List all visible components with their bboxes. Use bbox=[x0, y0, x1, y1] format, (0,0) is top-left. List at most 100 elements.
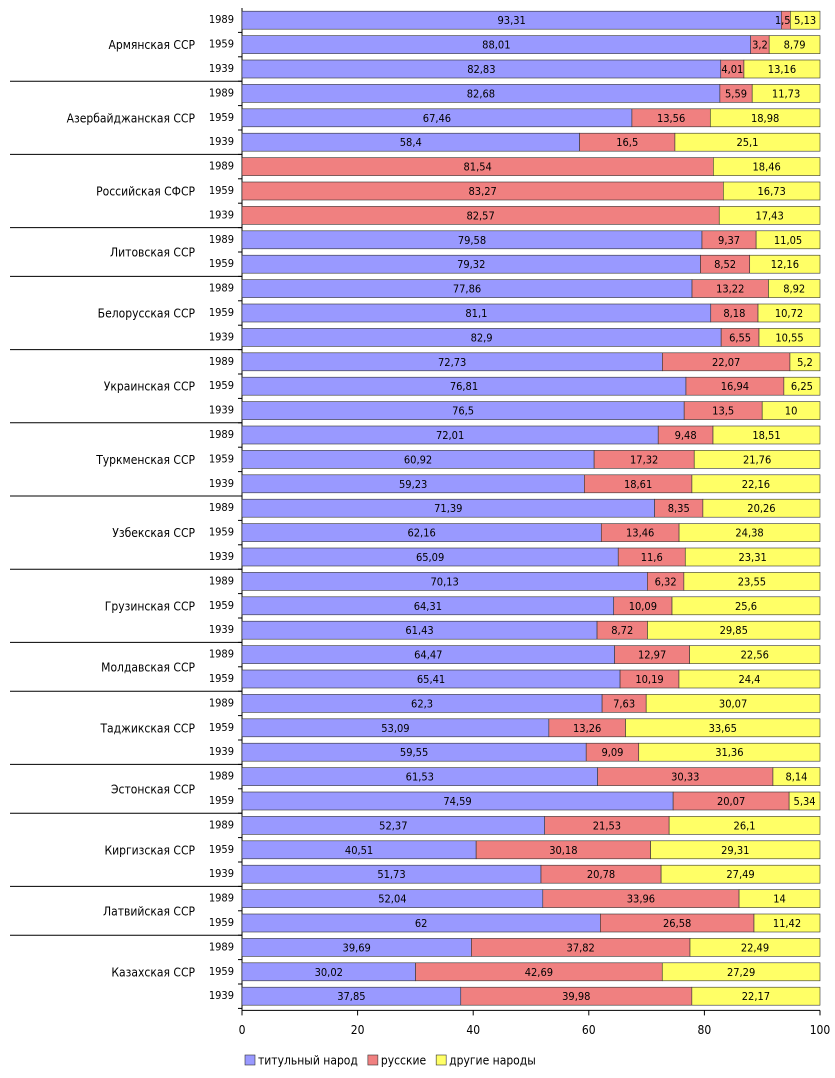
data-label: 8,14 bbox=[785, 771, 807, 784]
x-tick-label: 60 bbox=[582, 1023, 596, 1037]
year-label: 1959 bbox=[209, 794, 234, 807]
year-label: 1959 bbox=[209, 526, 234, 539]
data-label: 22,16 bbox=[742, 478, 770, 491]
year-label: 1989 bbox=[209, 648, 234, 661]
data-label: 9,37 bbox=[718, 234, 740, 247]
year-label: 1939 bbox=[209, 745, 234, 758]
year-label: 1939 bbox=[209, 208, 234, 221]
data-label: 20,78 bbox=[587, 868, 615, 881]
data-label: 42,69 bbox=[525, 966, 553, 979]
group-label: Литовская ССР bbox=[110, 246, 195, 260]
year-label: 1959 bbox=[209, 306, 234, 319]
data-label: 14 bbox=[773, 893, 786, 906]
data-label: 88,01 bbox=[482, 39, 510, 52]
data-label: 8,92 bbox=[783, 283, 805, 296]
year-label: 1959 bbox=[209, 184, 234, 197]
data-label: 81,54 bbox=[463, 161, 491, 174]
bar-segment bbox=[788, 791, 821, 811]
bar-segment bbox=[749, 254, 821, 274]
legend-swatch bbox=[244, 1054, 256, 1066]
data-label: 10,72 bbox=[775, 307, 803, 320]
data-label: 39,98 bbox=[562, 990, 590, 1003]
bar-segment bbox=[678, 669, 821, 689]
year-label: 1959 bbox=[209, 257, 234, 270]
bar-segment bbox=[712, 425, 821, 445]
data-label: 74,59 bbox=[443, 795, 471, 808]
data-label: 83,27 bbox=[468, 185, 496, 198]
bar-segment bbox=[743, 59, 821, 79]
year-label: 1939 bbox=[209, 62, 234, 75]
data-label: 62,3 bbox=[411, 697, 433, 710]
data-label: 21,76 bbox=[743, 453, 771, 466]
data-label: 61,53 bbox=[406, 771, 434, 784]
data-label: 18,51 bbox=[752, 429, 780, 442]
group-label: Таджикская ССР bbox=[99, 721, 195, 735]
data-label: 29,85 bbox=[720, 624, 748, 637]
data-label: 76,5 bbox=[452, 405, 474, 418]
data-label: 8,52 bbox=[714, 258, 736, 271]
year-label: 1939 bbox=[209, 135, 234, 148]
year-label: 1989 bbox=[209, 501, 234, 514]
bar-segment bbox=[718, 206, 821, 225]
data-label: 22,49 bbox=[741, 941, 769, 954]
group-label: Азербайджанская ССР bbox=[67, 111, 196, 125]
legend-label: русские bbox=[381, 1054, 427, 1068]
data-label: 20,07 bbox=[717, 795, 745, 808]
data-label: 18,46 bbox=[752, 161, 780, 174]
data-label: 7,63 bbox=[613, 697, 635, 710]
data-label: 93,31 bbox=[498, 14, 526, 27]
year-label: 1989 bbox=[209, 696, 234, 709]
data-label: 25,1 bbox=[736, 136, 758, 149]
data-label: 8,35 bbox=[668, 502, 690, 515]
year-label: 1989 bbox=[209, 355, 234, 368]
year-label: 1989 bbox=[209, 13, 234, 26]
data-label: 11,6 bbox=[641, 551, 663, 564]
group-label: Латвийская ССР bbox=[103, 904, 195, 918]
data-label: 10,09 bbox=[629, 600, 657, 613]
data-label: 59,23 bbox=[399, 478, 427, 491]
bar-segment bbox=[702, 498, 821, 518]
data-label: 9,48 bbox=[675, 429, 697, 442]
data-label: 65,41 bbox=[417, 673, 445, 686]
data-label: 71,39 bbox=[434, 502, 462, 515]
year-label: 1939 bbox=[209, 477, 234, 490]
x-tick-label: 100 bbox=[810, 1023, 831, 1037]
data-label: 33,65 bbox=[709, 722, 737, 735]
x-tick-label: 0 bbox=[239, 1023, 246, 1037]
data-label: 61,43 bbox=[405, 624, 433, 637]
bar-segment bbox=[723, 181, 821, 201]
year-label: 1939 bbox=[209, 404, 234, 417]
data-label: 5,2 bbox=[797, 356, 813, 369]
data-label: 17,32 bbox=[630, 453, 658, 466]
group-label: Молдавская ССР bbox=[101, 660, 195, 674]
data-label: 10 bbox=[785, 405, 798, 418]
data-label: 20,26 bbox=[747, 502, 775, 515]
year-label: 1959 bbox=[209, 599, 234, 612]
bar-segment bbox=[645, 694, 821, 713]
data-label: 25,6 bbox=[735, 600, 757, 613]
data-label: 59,55 bbox=[400, 746, 428, 759]
bar-segment bbox=[755, 230, 821, 250]
data-label: 72,01 bbox=[436, 429, 464, 442]
data-label: 67,46 bbox=[423, 112, 451, 125]
bar-segment bbox=[689, 645, 821, 664]
bar-segment bbox=[625, 718, 821, 738]
group-label: Туркменская ССР bbox=[95, 453, 195, 467]
year-label: 1959 bbox=[209, 843, 234, 856]
bar-segment bbox=[684, 547, 821, 567]
data-label: 11,73 bbox=[772, 87, 800, 100]
bar-segment bbox=[650, 840, 821, 860]
year-label: 1989 bbox=[209, 282, 234, 295]
bar-segment bbox=[758, 328, 821, 347]
year-label: 1989 bbox=[209, 86, 234, 99]
data-label: 31,36 bbox=[715, 746, 743, 759]
bar-segment bbox=[671, 596, 821, 616]
data-label: 12,97 bbox=[638, 649, 666, 662]
bar-segment bbox=[783, 376, 821, 396]
year-label: 1939 bbox=[209, 623, 234, 636]
year-label: 1989 bbox=[209, 818, 234, 831]
data-label: 22,17 bbox=[742, 990, 770, 1003]
data-label: 58,4 bbox=[400, 136, 422, 149]
bar-segment bbox=[691, 474, 821, 494]
